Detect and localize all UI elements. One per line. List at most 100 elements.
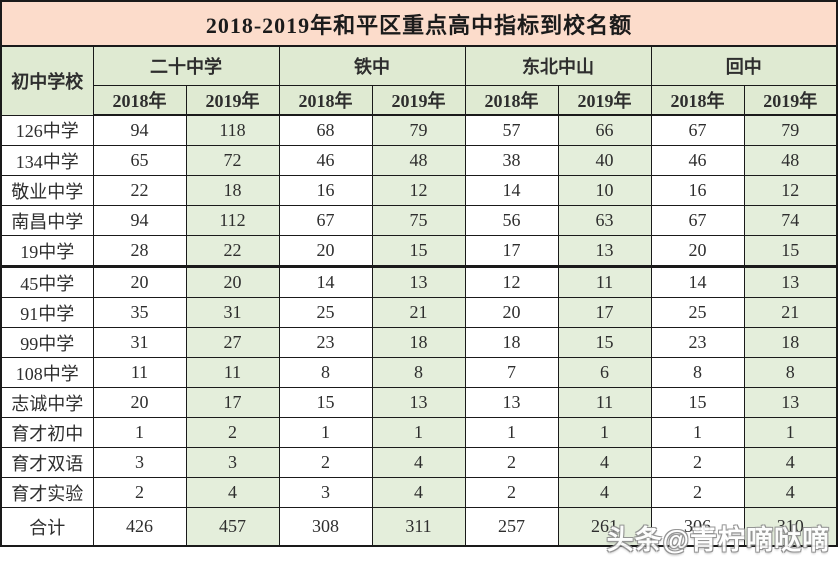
total-value-cell: 257 — [464, 507, 559, 547]
value-cell: 8 — [371, 357, 466, 388]
value-cell: 74 — [743, 205, 838, 236]
value-cell: 20 — [185, 266, 280, 298]
group-header-row: 初中学校 二十中学 铁中 东北中山 回中 — [0, 45, 838, 116]
value-cell: 18 — [185, 175, 280, 206]
quota-table: 2018-2019年和平区重点高中指标到校名额 初中学校 二十中学 铁中 东北中… — [0, 0, 838, 547]
year-header: 2019年 — [743, 85, 838, 116]
value-cell: 48 — [371, 145, 466, 176]
year-header: 2018年 — [92, 85, 187, 116]
year-header: 2019年 — [185, 85, 280, 116]
total-value-cell: 308 — [278, 507, 373, 547]
value-cell: 1 — [92, 417, 187, 448]
total-value-cell: 311 — [371, 507, 466, 547]
title-row: 2018-2019年和平区重点高中指标到校名额 — [0, 0, 838, 47]
value-cell: 2 — [650, 477, 745, 508]
value-cell: 17 — [557, 297, 652, 328]
school-cell: 南昌中学 — [0, 205, 94, 236]
value-cell: 8 — [278, 357, 373, 388]
value-cell: 79 — [743, 114, 838, 146]
school-cell: 敬业中学 — [0, 175, 94, 206]
value-cell: 1 — [278, 417, 373, 448]
table-row: 126中学 94 118 68 79 57 66 67 79 — [0, 114, 838, 146]
value-cell: 67 — [650, 114, 745, 146]
total-label: 合计 — [0, 507, 94, 547]
value-cell: 20 — [464, 297, 559, 328]
value-cell: 17 — [185, 387, 280, 418]
value-cell: 11 — [92, 357, 187, 388]
table-body: 126中学 94 118 68 79 57 66 67 79 134中学 65 72 46 48 38 40 4… — [0, 114, 838, 508]
school-cell: 育才双语 — [0, 447, 94, 478]
value-cell: 67 — [278, 205, 373, 236]
school-cell: 育才初中 — [0, 417, 94, 448]
value-cell: 28 — [92, 235, 187, 268]
total-row: 合计 426 457 308 311 257 261 306 310 — [0, 507, 838, 547]
year-header: 2019年 — [557, 85, 652, 116]
value-cell: 94 — [92, 114, 187, 146]
table-title: 2018-2019年和平区重点高中指标到校名额 — [0, 0, 838, 47]
value-cell: 14 — [464, 175, 559, 206]
value-cell: 15 — [371, 235, 466, 268]
value-cell: 12 — [464, 266, 559, 298]
value-cell: 6 — [557, 357, 652, 388]
value-cell: 13 — [371, 387, 466, 418]
value-cell: 12 — [371, 175, 466, 206]
value-cell: 56 — [464, 205, 559, 236]
value-cell: 2 — [185, 417, 280, 448]
value-cell: 14 — [278, 266, 373, 298]
table-row: 134中学 65 72 46 48 38 40 46 48 — [0, 145, 838, 176]
value-cell: 38 — [464, 145, 559, 176]
value-cell: 11 — [557, 266, 652, 298]
value-cell: 23 — [278, 327, 373, 358]
year-header: 2018年 — [278, 85, 373, 116]
value-cell: 10 — [557, 175, 652, 206]
year-header: 2018年 — [464, 85, 559, 116]
value-cell: 4 — [743, 477, 838, 508]
table-row: 108中学 11 11 8 8 7 6 8 8 — [0, 357, 838, 388]
school-cell: 126中学 — [0, 114, 94, 146]
value-cell: 94 — [92, 205, 187, 236]
school-cell: 99中学 — [0, 327, 94, 358]
value-cell: 18 — [743, 327, 838, 358]
value-cell: 48 — [743, 145, 838, 176]
table-row: 99中学 31 27 23 18 18 15 23 18 — [0, 327, 838, 358]
value-cell: 65 — [92, 145, 187, 176]
value-cell: 35 — [92, 297, 187, 328]
value-cell: 21 — [743, 297, 838, 328]
school-cell: 134中学 — [0, 145, 94, 176]
value-cell: 18 — [371, 327, 466, 358]
value-cell: 4 — [557, 477, 652, 508]
year-header: 2018年 — [650, 85, 745, 116]
total-value-cell: 310 — [743, 507, 838, 547]
value-cell: 18 — [464, 327, 559, 358]
total-value-cell: 261 — [557, 507, 652, 547]
value-cell: 13 — [557, 235, 652, 268]
table-row: 19中学 28 22 20 15 17 13 20 15 — [0, 235, 838, 268]
value-cell: 67 — [650, 205, 745, 236]
value-cell: 13 — [371, 266, 466, 298]
table-row: 91中学 35 31 25 21 20 17 25 21 — [0, 297, 838, 328]
value-cell: 7 — [464, 357, 559, 388]
value-cell: 4 — [185, 477, 280, 508]
value-cell: 13 — [743, 266, 838, 298]
school-cell: 108中学 — [0, 357, 94, 388]
value-cell: 2 — [92, 477, 187, 508]
school-cell: 45中学 — [0, 266, 94, 298]
total-value-cell: 426 — [92, 507, 187, 547]
value-cell: 8 — [650, 357, 745, 388]
year-header: 2019年 — [371, 85, 466, 116]
value-cell: 20 — [92, 266, 187, 298]
value-cell: 12 — [743, 175, 838, 206]
value-cell: 3 — [278, 477, 373, 508]
table-row: 育才初中 1 2 1 1 1 1 1 1 — [0, 417, 838, 448]
value-cell: 1 — [464, 417, 559, 448]
row-header-label: 初中学校 — [0, 45, 94, 116]
value-cell: 66 — [557, 114, 652, 146]
value-cell: 21 — [371, 297, 466, 328]
value-cell: 2 — [278, 447, 373, 478]
value-cell: 2 — [650, 447, 745, 478]
group-header-huizhong: 回中 — [650, 45, 838, 86]
value-cell: 40 — [557, 145, 652, 176]
school-cell: 91中学 — [0, 297, 94, 328]
value-cell: 16 — [650, 175, 745, 206]
value-cell: 1 — [743, 417, 838, 448]
